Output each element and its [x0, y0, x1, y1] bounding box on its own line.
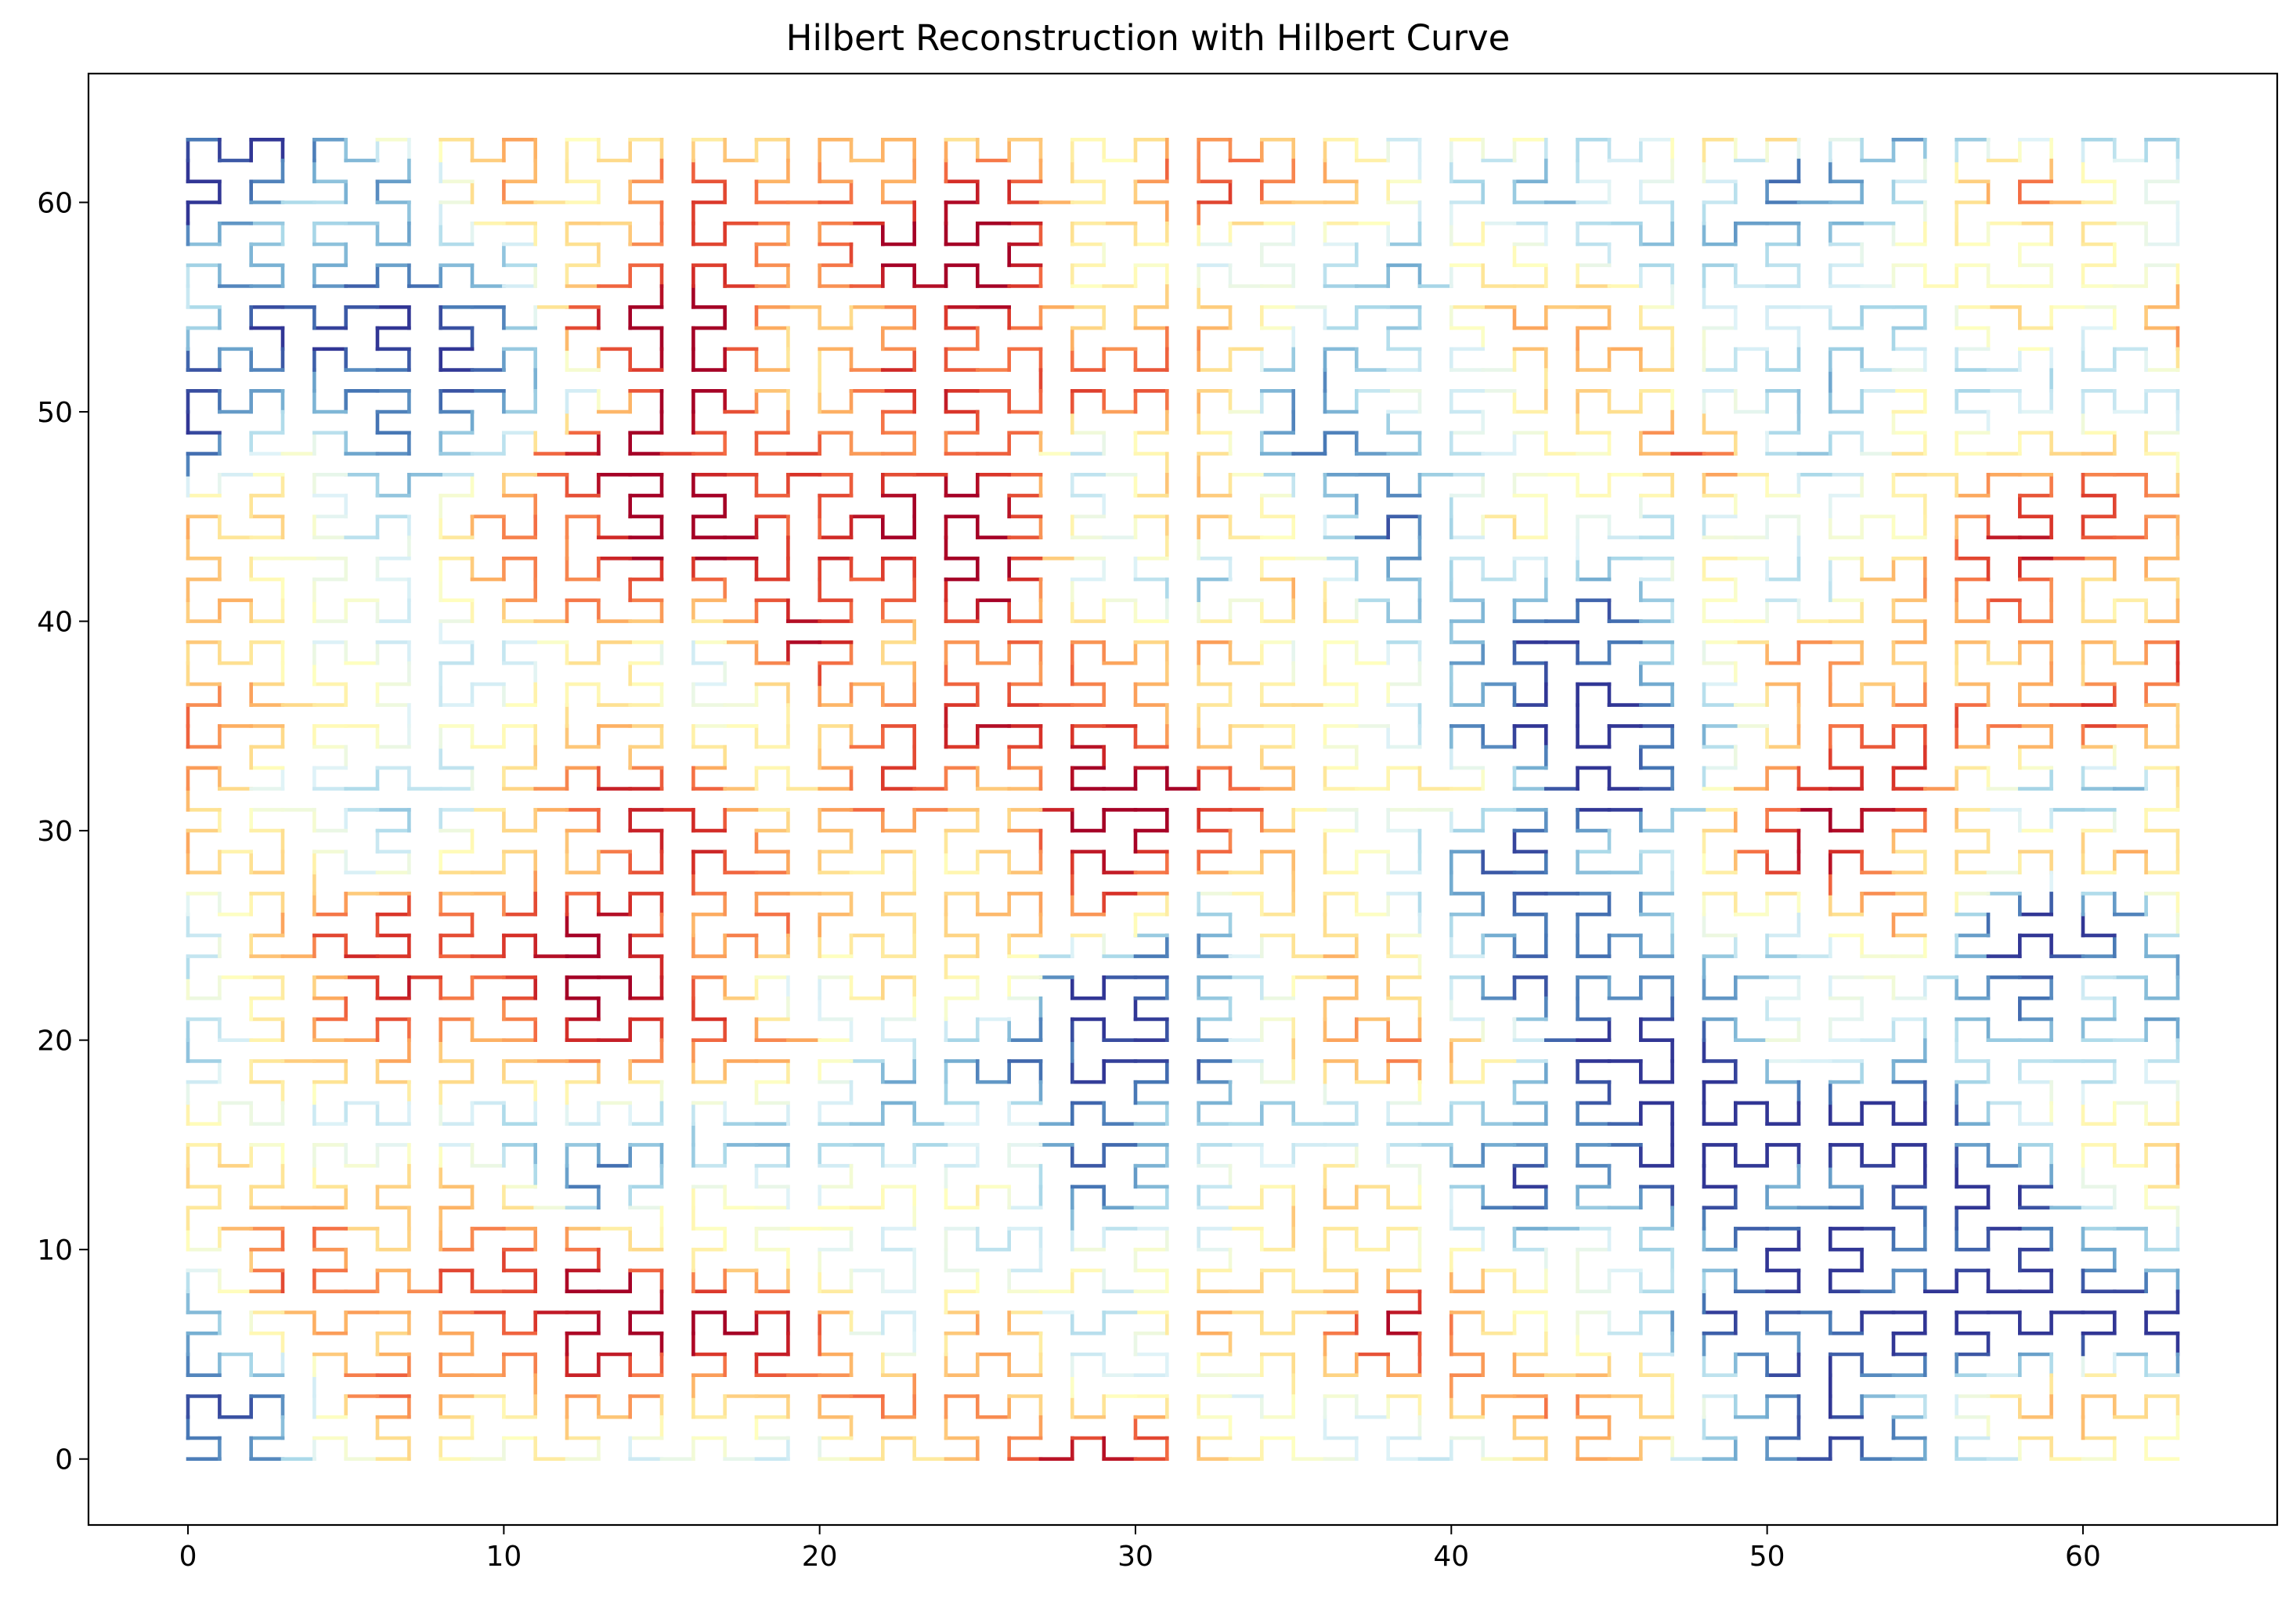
x-tick-label: 50 [1749, 1541, 1785, 1573]
y-tick-label: 10 [37, 1235, 73, 1267]
y-tick-label: 40 [37, 607, 73, 639]
x-tick-label: 0 [179, 1541, 197, 1573]
y-tick-label: 30 [37, 816, 73, 848]
y-tick-label: 60 [37, 188, 73, 220]
y-tick-label: 20 [37, 1026, 73, 1058]
chart-title: Hilbert Reconstruction with Hilbert Curv… [785, 17, 1511, 59]
plot-frame [87, 72, 2279, 1527]
y-tick-label: 50 [37, 397, 73, 429]
y-axis-ticks: 0 10 20 30 40 50 60 [37, 188, 88, 1476]
hilbert-curve-segments [186, 138, 2180, 1461]
x-tick-label: 60 [2065, 1541, 2101, 1573]
x-tick-label: 10 [486, 1541, 522, 1573]
y-tick-label: 0 [55, 1444, 73, 1476]
x-axis-ticks: 0 10 20 30 40 50 60 [179, 1525, 2101, 1573]
x-tick-label: 20 [802, 1541, 838, 1573]
x-tick-label: 30 [1117, 1541, 1153, 1573]
x-tick-label: 40 [1433, 1541, 1469, 1573]
